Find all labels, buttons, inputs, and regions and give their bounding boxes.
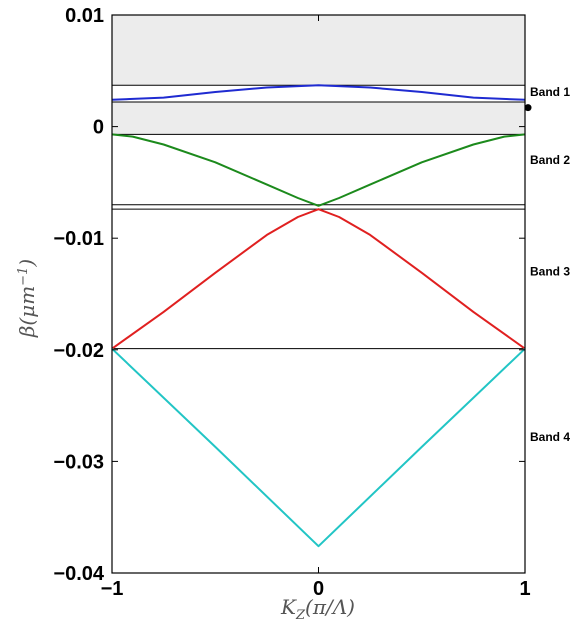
y-tick-label: −0.01 <box>53 228 104 250</box>
markers <box>524 104 532 112</box>
y-tick-label: −0.04 <box>53 563 104 585</box>
y-tick-label: −0.03 <box>53 451 104 473</box>
axis-ticks <box>111 14 526 574</box>
band-label-4: Band 4 <box>530 430 570 444</box>
shaded-regions <box>112 15 525 135</box>
shaded-region-2 <box>112 102 525 135</box>
band-curve-1 <box>111 84 526 101</box>
band-label-1: Band 1 <box>530 85 570 99</box>
y-axis-label: β(μm−1) <box>15 259 39 338</box>
point-marker-1 <box>524 104 532 112</box>
tick-labels: 0.01 0 −0.01 −0.02 −0.03 −0.04−1 0 1 <box>53 5 530 600</box>
y-tick-label: 0.01 <box>65 5 104 27</box>
band-label-3: Band 3 <box>530 265 570 279</box>
shaded-region-1 <box>112 15 525 86</box>
band-label-2: Band 2 <box>530 153 570 167</box>
band-curve-4 <box>111 347 526 548</box>
band-labels: Band 1 Band 2 Band 3 Band 4 <box>530 85 570 444</box>
x-axis-label: KZ(π/Λ) <box>280 595 355 623</box>
x-tick-label: −1 <box>101 578 124 600</box>
y-tick-label: 0 <box>93 117 104 139</box>
series-lines <box>111 84 526 548</box>
x-tick-label: 0 <box>313 578 324 600</box>
y-tick-label: −0.02 <box>53 340 104 362</box>
band-curve-3 <box>111 208 526 350</box>
plot-frame <box>111 14 526 574</box>
x-tick-label: 1 <box>519 578 530 600</box>
band-curve-2 <box>111 133 526 207</box>
